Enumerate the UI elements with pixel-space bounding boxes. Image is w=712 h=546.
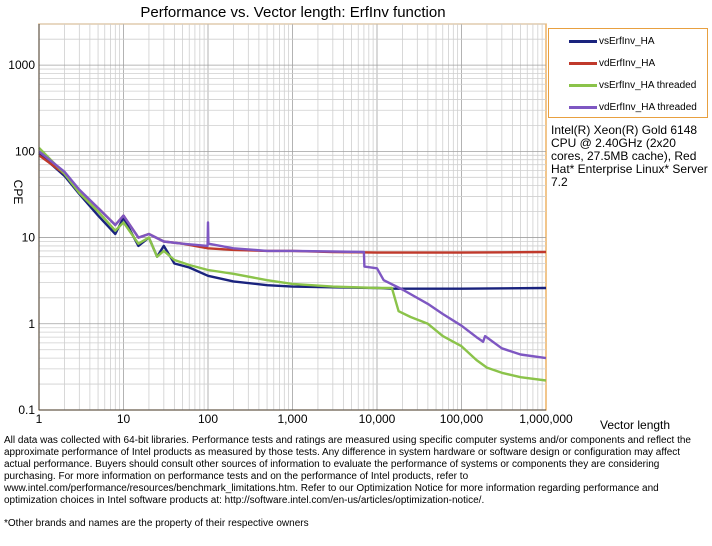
legend-label: vdErfInv_HA xyxy=(599,58,656,69)
legend-item: vdErfInv_HA threaded xyxy=(569,102,697,113)
y-tick-label: 100 xyxy=(15,144,35,158)
system-info: Intel(R) Xeon(R) Gold 6148 CPU @ 2.40GHz… xyxy=(551,123,708,189)
legend-swatch xyxy=(569,83,597,87)
y-tick-label: 0.1 xyxy=(18,403,35,417)
chart-title: Performance vs. Vector length: ErfInv fu… xyxy=(140,4,446,21)
x-tick-label: 100 xyxy=(198,412,218,426)
x-tick-label: 1,000,000 xyxy=(519,412,573,426)
x-axis-label: Vector length xyxy=(600,418,671,432)
legend-label: vsErfInv_HA xyxy=(599,36,655,47)
y-tick-label: 1 xyxy=(28,317,35,331)
x-tick-label: 100,000 xyxy=(440,412,484,426)
legend-swatch xyxy=(569,39,597,43)
legend-item: vdErfInv_HA xyxy=(569,58,655,69)
x-tick-label: 1,000 xyxy=(277,412,307,426)
legend: vsErfInv_HA vdErfInv_HA vsErfInv_HA thre… xyxy=(548,28,708,118)
disclaimer-text: All data was collected with 64-bit libra… xyxy=(4,435,691,506)
legend-item: vsErfInv_HA xyxy=(569,36,655,47)
legend-label: vdErfInv_HA threaded xyxy=(599,102,697,113)
legend-swatch xyxy=(569,105,597,109)
x-tick-label: 1 xyxy=(36,412,43,426)
legend-item: vsErfInv_HA threaded xyxy=(569,80,696,91)
legend-swatch xyxy=(569,61,597,65)
axes: 1 10 100 1,000 10,000 100,000 1,000,0000.11101… xyxy=(8,24,573,426)
x-tick-label: 10 xyxy=(117,412,131,426)
legend-label: vsErfInv_HA threaded xyxy=(599,80,697,91)
series-line-4 xyxy=(38,150,547,360)
y-tick-label: 1000 xyxy=(8,58,35,72)
trademark-note: *Other brands and names are the property… xyxy=(4,518,309,529)
y-axis-label: CPE xyxy=(11,180,25,205)
y-tick-label: 10 xyxy=(22,231,36,245)
series-line-3 xyxy=(38,146,547,382)
series-layer xyxy=(38,146,547,382)
x-tick-label: 10,000 xyxy=(359,412,396,426)
